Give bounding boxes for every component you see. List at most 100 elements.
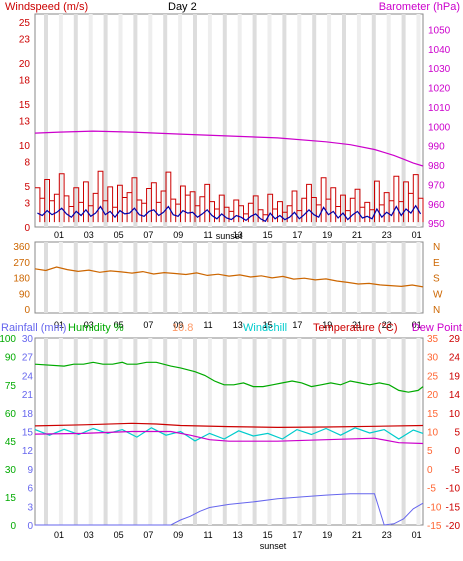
barometer-y-tick: 1040 [428,45,451,56]
panel1-series [34,130,424,223]
legend-rainfall: Rainfall (mm) [1,322,66,334]
windspeed-y-tick: 3 [24,198,30,209]
temperature-y-tick: 25 [427,371,439,382]
legend-dewpoint: Dew Point [412,322,462,334]
temperature-y-tick: 30 [427,353,439,364]
legend-humidity: Humidity % [68,322,124,334]
windchill-line [34,427,424,442]
humidity-y-tick: 75 [5,381,17,392]
panel2-series [34,266,424,288]
panel3-x-tick: 17 [292,530,302,540]
temperature-line [34,422,424,429]
panel1-x-tick: 13 [233,230,243,240]
panel1-x-tick: 21 [352,230,362,240]
panel1-x-tick: 05 [114,230,124,240]
temperature-y-tick: 35 [427,334,439,345]
panel2-x-tick: 21 [352,320,362,330]
panel1-x-tick: 01 [412,230,422,240]
rainfall-y-tick: 0 [27,521,33,532]
humidity-y-tick: 60 [5,409,17,420]
temperature-humidity-panel: 0153045607590100036912151821242730-15-10… [0,322,462,551]
temperature-y-tick: 10 [427,428,439,439]
panel3-x-tick: 05 [114,530,124,540]
temperature-y-tick: 20 [427,390,439,401]
barometer-y-tick: 1030 [428,64,451,75]
panel3-x-tick: 19 [322,530,332,540]
humidity-y-tick: 15 [5,493,17,504]
panel1-grid [44,14,421,227]
panel3-x-tick: 21 [352,530,362,540]
windspeed-gust-line [35,170,424,223]
panel3-x-tick: 13 [233,530,243,540]
temperature-outer-y-tick: -10 [446,484,461,495]
rainfall-y-tick: 12 [22,446,34,457]
panel2-x-tick: 05 [114,320,124,330]
panel2-x-tick: 01 [412,320,422,330]
panel2-x-tick: 01 [54,320,64,330]
legend-heat-index: 10.8 [172,322,193,334]
barometer-y-tick: 1010 [428,103,451,114]
panel1-x-tick: 03 [84,230,94,240]
barometer-y-tick: 1000 [428,122,451,133]
temperature-outer-y-tick: -5 [451,465,460,476]
temperature-outer-y-tick: 19 [449,371,461,382]
panel1-x-tick: 19 [322,230,332,240]
rainfall-y-tick: 9 [27,465,33,476]
temperature-y-tick: 0 [427,465,433,476]
panel3-series [34,361,424,526]
panel2-x-tick: 11 [203,320,212,330]
panel2-frame [34,241,424,314]
panel2-grid [44,242,421,313]
barometer-axis-title: Barometer (hPa) [379,1,460,13]
direction-y-tick: 360 [13,242,30,253]
temperature-y-tick: 5 [427,446,433,457]
temperature-outer-y-tick: 10 [449,409,461,420]
panel2-x-tick: 13 [233,320,243,330]
temperature-outer-y-tick: 5 [454,428,460,439]
humidity-y-tick: 30 [5,465,17,476]
direction-y-tick: 0 [24,305,30,316]
panel1-x-tick: 01 [54,230,64,240]
rainfall-y-tick: 24 [22,371,34,382]
temperature-y-tick: -10 [427,502,442,513]
windspeed-y-tick: 0 [24,223,30,234]
legend-windchill: Windchill [243,322,287,334]
panel2-x-tick: 23 [382,320,392,330]
panel3-sunset-label: sunset [260,541,287,551]
rainfall-line [35,493,424,526]
temperature-outer-y-tick: -20 [446,521,461,532]
temperature-outer-y-tick: 24 [449,353,461,364]
panel1-x-tick: 07 [143,230,153,240]
compass-tick: N [433,242,440,253]
humidity-y-tick: 45 [5,437,17,448]
panel3-x-tick: 23 [382,530,392,540]
compass-tick: S [433,274,440,285]
direction-y-tick: 180 [13,274,30,285]
temperature-outer-y-tick: -15 [446,502,461,513]
barometer-y-tick: 980 [428,161,445,172]
panel2-x-tick: 17 [292,320,302,330]
rainfall-y-tick: 21 [22,390,34,401]
rainfall-y-tick: 3 [27,502,33,513]
temperature-y-tick: -5 [427,484,436,495]
windspeed-y-tick: 13 [19,117,31,128]
panel3-x-tick: 11 [203,530,212,540]
rainfall-y-tick: 18 [22,409,34,420]
rainfall-y-tick: 6 [27,484,33,495]
rainfall-y-tick: 15 [22,428,34,439]
windspeed-y-tick: 18 [19,76,31,87]
windspeed-y-tick: 20 [19,59,31,70]
barometer-y-tick: 1020 [428,84,451,95]
temperature-y-tick: 15 [427,409,439,420]
panel3-x-tick: 01 [54,530,64,540]
barometer-y-tick: 950 [428,219,445,230]
windspeed-axis-title: Windspeed (m/s) [5,1,88,13]
windspeed-y-tick: 5 [24,182,30,193]
panel1-x-tick: 23 [382,230,392,240]
compass-tick: E [433,258,440,269]
windspeed-y-tick: 25 [19,18,31,29]
panel1-x-tick: 17 [292,230,302,240]
